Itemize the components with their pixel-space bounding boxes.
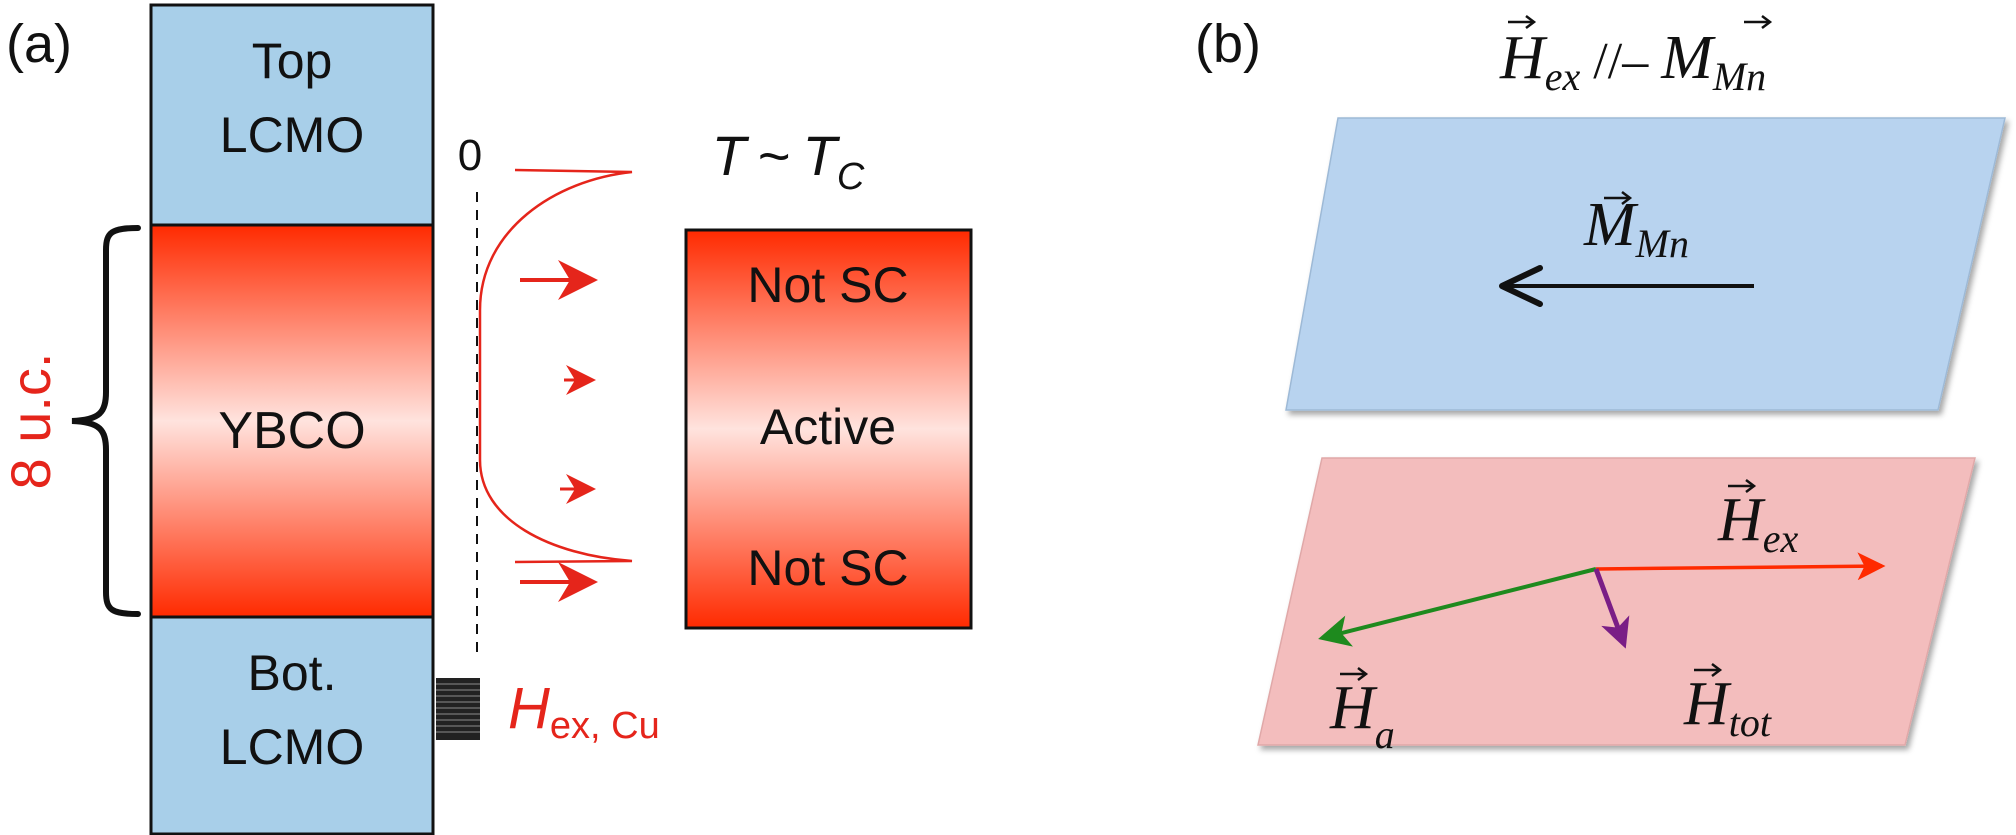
upper-plane	[1285, 117, 2006, 411]
htot-sub: tot	[1729, 700, 1772, 745]
htot-label: Htot	[1683, 670, 1772, 745]
title-h-sub: ex	[1545, 54, 1581, 99]
title-h-symbol: H	[1499, 24, 1548, 92]
mmn-sub: Mn	[1635, 221, 1689, 266]
state-bottom-label: Not SC	[747, 540, 908, 596]
tc-symbol: T	[803, 124, 841, 187]
temperature-relation: ~	[758, 124, 791, 187]
ha-symbol: H	[1329, 674, 1378, 742]
mmn-arrow-head	[1499, 265, 1543, 307]
lower-plane	[1257, 457, 1976, 746]
bottom-lcmo-layer	[149, 615, 435, 835]
state-top-label: Not SC	[747, 257, 908, 313]
title-hex-vector-head	[1525, 15, 1537, 29]
zero-label: 0	[458, 131, 482, 180]
bottom-lcmo-label-line2: LCMO	[220, 719, 364, 775]
hex-cu-subscript: ex, Cu	[550, 705, 660, 747]
ybco-layer	[149, 223, 435, 619]
panel-b-label: (b)	[1195, 14, 1261, 74]
state-middle-label: Active	[760, 399, 896, 455]
ha-sub: a	[1375, 712, 1395, 757]
panel-a-label: (a)	[6, 14, 72, 74]
mmn-label: MMn	[1583, 191, 1689, 266]
htot-symbol: H	[1683, 670, 1732, 738]
hex-cu-symbol: H	[508, 676, 550, 741]
hex-sub: ex	[1763, 516, 1799, 561]
panel-a: (a) Top LCMO YBCO Bot. LCMO 8 u.c. 0	[0, 3, 973, 835]
exchange-field-profile	[478, 168, 633, 564]
temperature-symbol: T	[712, 124, 750, 187]
top-lcmo-label-line2: LCMO	[220, 107, 364, 163]
title-relation: //–	[1580, 33, 1661, 90]
panel-b: (b) Hex //– MMn MMn Hex	[1195, 14, 2006, 757]
bottom-lcmo-label-line1: Bot.	[248, 645, 337, 701]
thickness-brace	[71, 225, 141, 617]
panel-b-title: Hex //– MMn	[1499, 15, 1773, 99]
thickness-label: 8 u.c.	[0, 353, 62, 490]
top-lcmo-label-line1: Top	[252, 33, 333, 89]
interface-comb	[436, 678, 480, 740]
state-box	[684, 228, 973, 630]
htot-arrow	[1593, 568, 1630, 649]
title-text: Hex //– MMn	[1499, 24, 1766, 99]
ha-arrow	[1318, 567, 1597, 647]
title-mmn-vector-head	[1761, 15, 1773, 29]
temperature-label: T ~ TC	[712, 124, 865, 198]
mmn-vector-head	[1621, 191, 1633, 205]
title-m-symbol: M	[1660, 24, 1716, 92]
hex-cu-label: Hex, Cu	[508, 676, 660, 747]
title-m-sub: Mn	[1712, 54, 1766, 99]
hex-symbol: H	[1717, 486, 1766, 554]
hex-label: Hex	[1717, 486, 1799, 561]
hex-arrow	[1595, 552, 1886, 581]
htot-vector-head	[1711, 663, 1723, 677]
mmn-symbol: M	[1583, 191, 1639, 259]
ha-vector-head	[1357, 667, 1369, 681]
hex-vector-head	[1745, 479, 1757, 493]
tc-subscript: C	[837, 156, 865, 198]
ybco-label: YBCO	[218, 402, 365, 460]
top-lcmo-layer	[149, 3, 435, 227]
ha-label: Ha	[1329, 674, 1395, 757]
